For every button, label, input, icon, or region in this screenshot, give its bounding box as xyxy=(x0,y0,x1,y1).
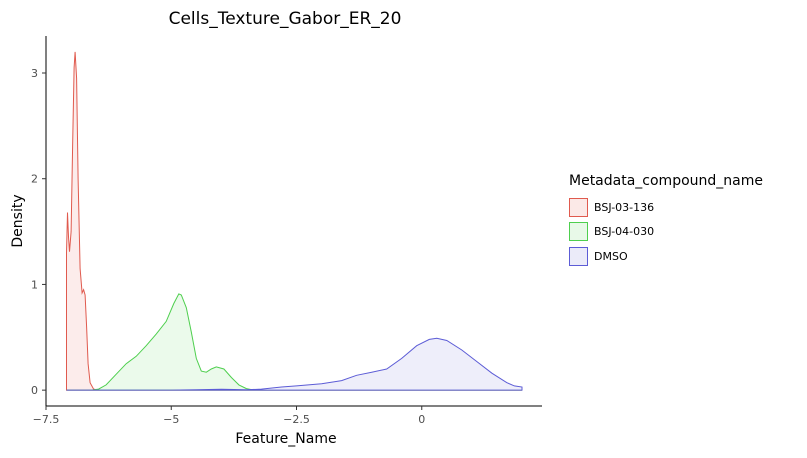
y-tick-label: 1 xyxy=(31,278,38,291)
x-axis-ticks: −7.5 −5 −2.5 0 xyxy=(33,406,425,426)
y-axis-label: Density xyxy=(10,194,26,247)
density-area-bsj-04-030 xyxy=(66,293,522,391)
density-area-dmso xyxy=(66,337,523,391)
legend-item: BSJ-03-136 xyxy=(569,195,763,220)
legend-label: BSJ-03-136 xyxy=(594,200,655,214)
y-tick-label: 2 xyxy=(31,173,38,186)
legend-key-swatch xyxy=(569,246,588,266)
density-area-bsj-03-136 xyxy=(66,51,522,391)
legend-label: DMSO xyxy=(594,249,628,263)
legend: Metadata_compound_name BSJ-03-136 BSJ-04-… xyxy=(569,173,763,269)
x-tick-label: −5 xyxy=(163,413,179,426)
legend-key-swatch xyxy=(569,222,588,242)
x-tick-label: −7.5 xyxy=(33,413,60,426)
density-areas xyxy=(66,51,523,391)
y-tick-label: 3 xyxy=(31,67,38,80)
legend-item: DMSO xyxy=(569,244,763,269)
legend-key-swatch xyxy=(569,197,588,217)
legend-title: Metadata_compound_name xyxy=(569,173,763,189)
x-tick-label: −2.5 xyxy=(283,413,310,426)
legend-label: BSJ-04-030 xyxy=(594,225,655,239)
y-axis-ticks: 0 1 2 3 xyxy=(31,67,46,397)
x-axis-label: Feature_Name xyxy=(235,431,336,447)
chart-title: Cells_Texture_Gabor_ER_20 xyxy=(169,9,402,29)
y-tick-label: 0 xyxy=(31,384,38,397)
legend-item: BSJ-04-030 xyxy=(569,220,763,245)
x-tick-label: 0 xyxy=(418,413,425,426)
legend-items: BSJ-03-136 BSJ-04-030 DMSO xyxy=(569,195,763,269)
